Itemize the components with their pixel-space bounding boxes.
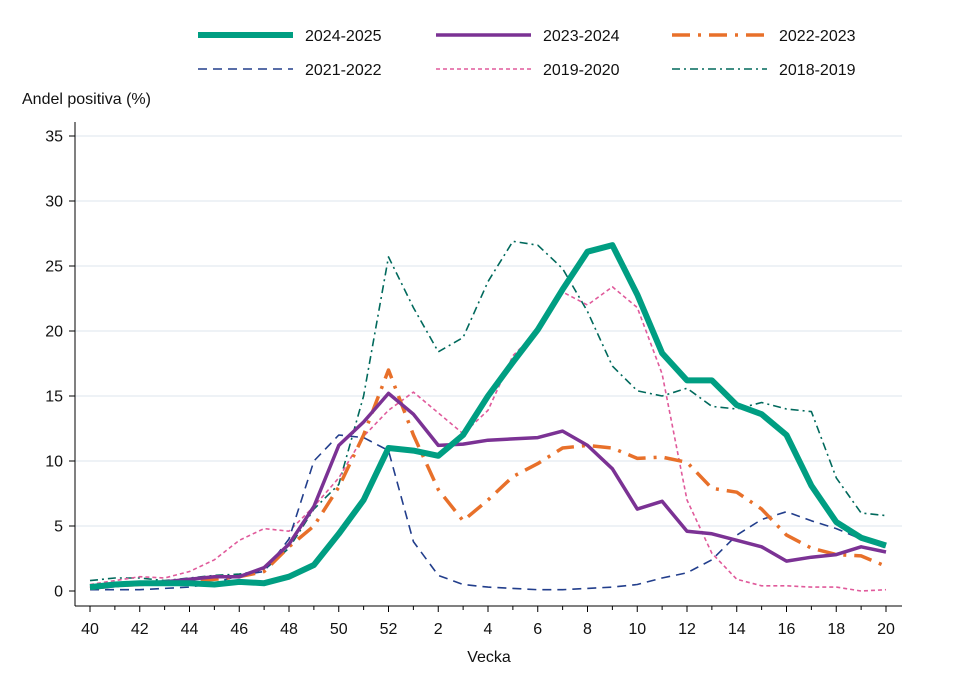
y-tick-label: 30 (45, 194, 63, 211)
x-axis: 40 42 44 46 48 50 52 2 4 6 8 10 12 14 16 18 20 (75, 605, 902, 638)
legend-label-2018-2019: 2018-2019 (779, 62, 856, 79)
x-tick-label: 18 (827, 621, 845, 638)
legend: 2024-2025 2023-2024 2022-2023 2021-2022 2019… (198, 28, 856, 79)
x-tick-label: 6 (533, 621, 542, 638)
x-tick-label: 46 (230, 621, 248, 638)
y-tick-label: 10 (45, 454, 63, 471)
series-line-2023-2024 (89, 391, 887, 591)
x-tick-label: 40 (81, 621, 99, 638)
gridlines (75, 135, 902, 527)
x-tick-label: 16 (778, 621, 796, 638)
x-tick-label: 2 (434, 621, 443, 638)
x-tick-label: 14 (728, 621, 746, 638)
y-tick-label: 0 (54, 584, 63, 601)
y-tick-label: 5 (54, 519, 63, 536)
x-tick-label: 10 (628, 621, 646, 638)
series-lines (89, 240, 887, 592)
legend-label-2019-2020: 2019-2020 (543, 62, 620, 79)
legend-label-2022-2023: 2022-2023 (779, 28, 856, 45)
x-axis-label: Vecka (467, 649, 511, 666)
y-tick-label: 25 (45, 259, 63, 276)
x-tick-label: 4 (484, 621, 493, 638)
y-tick-label: 35 (45, 129, 63, 146)
legend-label-2023-2024: 2023-2024 (543, 28, 620, 45)
legend-label-2024-2025: 2024-2025 (305, 28, 382, 45)
x-tick-label: 20 (877, 621, 895, 638)
x-tick-label: 50 (330, 621, 348, 638)
x-tick-label: 48 (280, 621, 298, 638)
series-line-2024-2025 (89, 242, 887, 591)
x-tick-label: 8 (583, 621, 592, 638)
x-tick-label: 42 (131, 621, 149, 638)
x-tick-label: 44 (181, 621, 199, 638)
x-tick-label: 52 (380, 621, 398, 638)
y-axis-label: Andel positiva (%) (22, 91, 151, 108)
y-tick-label: 20 (45, 324, 63, 341)
y-tick-label: 15 (45, 389, 63, 406)
series-line-2022-2023 (89, 368, 887, 591)
x-tick-label: 12 (678, 621, 696, 638)
series-line-2021-2022 (90, 434, 887, 591)
y-axis: 0 5 10 15 20 25 30 35 (45, 122, 76, 606)
legend-label-2021-2022: 2021-2022 (305, 62, 382, 79)
series-line-2019-2020 (89, 285, 887, 592)
